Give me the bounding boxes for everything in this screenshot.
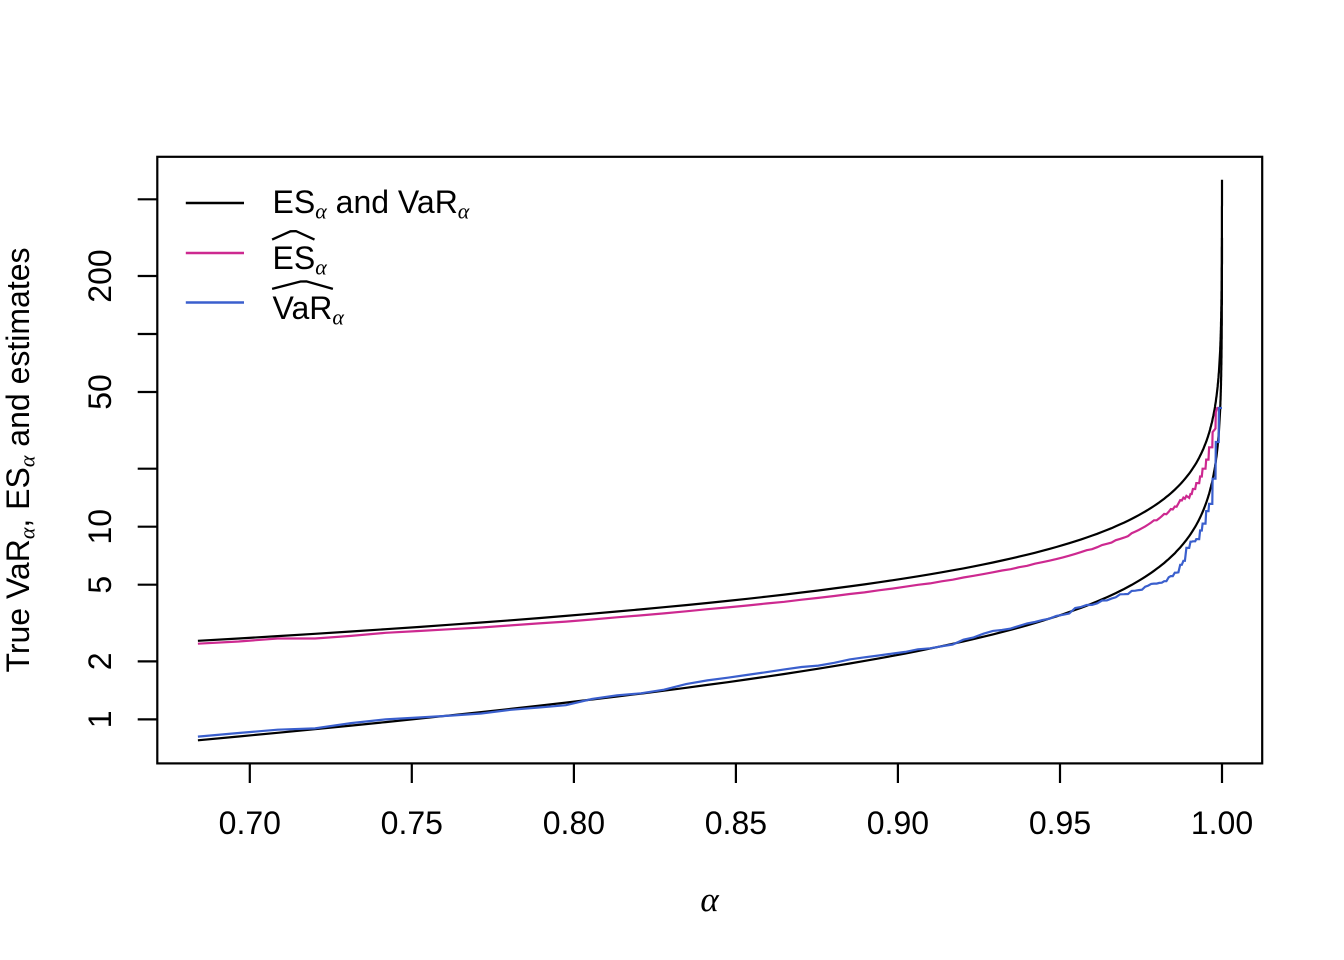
svg-text:0.75: 0.75 bbox=[381, 805, 443, 841]
svg-text:1: 1 bbox=[82, 711, 118, 729]
svg-text:0.95: 0.95 bbox=[1029, 805, 1091, 841]
svg-text:200: 200 bbox=[82, 249, 118, 302]
svg-text:ESα and VaRα: ESα and VaRα bbox=[273, 184, 470, 224]
svg-text:50: 50 bbox=[82, 374, 118, 410]
svg-text:1.00: 1.00 bbox=[1191, 805, 1253, 841]
svg-text:10: 10 bbox=[82, 509, 118, 545]
svg-text:0.85: 0.85 bbox=[705, 805, 767, 841]
svg-text:α: α bbox=[700, 880, 719, 919]
svg-text:0.80: 0.80 bbox=[543, 805, 605, 841]
svg-text:0.90: 0.90 bbox=[867, 805, 929, 841]
svg-text:ESα: ESα bbox=[273, 240, 328, 280]
svg-text:5: 5 bbox=[82, 576, 118, 594]
svg-text:2: 2 bbox=[82, 653, 118, 671]
svg-text:0.70: 0.70 bbox=[219, 805, 281, 841]
